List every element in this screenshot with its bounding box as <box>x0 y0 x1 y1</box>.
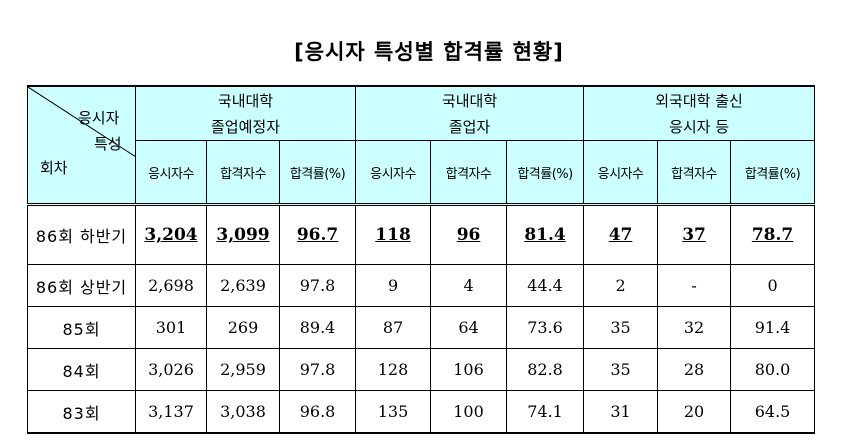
table-cell: 269 <box>206 306 280 349</box>
group-line2: 응시자 등 <box>669 117 730 136</box>
table-cell: 96.8 <box>278 390 357 434</box>
table-cell: 31 <box>583 390 659 434</box>
corner-label-trait: 특성 <box>94 135 122 153</box>
table-cell: 100 <box>430 390 508 434</box>
table-cell: 3,026 <box>135 348 207 391</box>
table-row: 86회 상반기 2,698 2,639 97.8 9 4 44.4 2 - 0 <box>27 264 816 307</box>
corner-header-cell: 응시자 특성 회차 <box>27 85 136 205</box>
table-cell: 9 <box>355 264 432 307</box>
pass-rate-table: 응시자 특성 회차 국내대학 졸업예정자 국내대학 졸업자 외국대학 출신 응시… <box>27 85 816 434</box>
table-cell: 78.7 <box>730 203 816 265</box>
corner-label-round: 회차 <box>40 159 68 177</box>
table-cell: 80.0 <box>730 348 816 391</box>
group-header-domestic-graduate: 국내대학 졸업자 <box>355 85 585 141</box>
table-cell: 35 <box>583 306 659 349</box>
table-cell: 64.5 <box>730 390 816 434</box>
table-cell: 74.1 <box>506 390 585 434</box>
table-cell: 20 <box>657 390 732 434</box>
table-cell: 47 <box>583 203 659 265</box>
table-cell: - <box>657 264 732 307</box>
subheader-passed: 합격자수 <box>430 140 508 205</box>
table-cell: 301 <box>135 306 207 349</box>
round-cell: 86회 하반기 <box>27 203 136 265</box>
round-cell: 83회 <box>27 390 136 434</box>
table-cell: 106 <box>430 348 508 391</box>
table-cell: 89.4 <box>278 306 357 349</box>
table-row: 85회 301 269 89.4 87 64 73.6 35 32 91.4 <box>27 306 816 349</box>
subheader-passed: 합격자수 <box>657 140 732 205</box>
table-cell: 2 <box>583 264 659 307</box>
corner-label-applicant: 응시자 <box>78 109 120 127</box>
table-cell: 118 <box>355 203 432 265</box>
table-cell: 3,099 <box>206 203 280 265</box>
group-line2: 졸업자 <box>448 117 491 136</box>
group-header-domestic-expected: 국내대학 졸업예정자 <box>134 85 357 141</box>
group-line1: 국내대학 <box>441 91 498 110</box>
subheader-applicants: 응시자수 <box>135 140 207 205</box>
table-cell: 44.4 <box>506 264 585 307</box>
table-cell: 73.6 <box>506 306 585 349</box>
subheader-rate: 합격률(%) <box>730 140 816 205</box>
table-cell: 3,038 <box>206 390 280 434</box>
subheader-rate: 합격률(%) <box>506 140 585 205</box>
table-cell: 96.7 <box>278 203 357 265</box>
subheader-rate: 합격률(%) <box>278 140 357 205</box>
group-line2: 졸업예정자 <box>211 117 281 136</box>
table-cell: 32 <box>657 306 732 349</box>
round-cell: 84회 <box>27 348 136 391</box>
table-cell: 64 <box>430 306 508 349</box>
round-cell: 86회 상반기 <box>27 264 136 307</box>
table-cell: 97.8 <box>278 348 357 391</box>
table-cell: 91.4 <box>730 306 816 349</box>
diagonal-divider <box>28 87 136 158</box>
table-cell: 2,639 <box>206 264 280 307</box>
table-cell: 4 <box>430 264 508 307</box>
table-cell: 2,698 <box>135 264 207 307</box>
subheader-applicants: 응시자수 <box>355 140 432 205</box>
group-header-foreign: 외국대학 출신 응시자 등 <box>583 85 816 141</box>
table-row: 84회 3,026 2,959 97.8 128 106 82.8 35 28 … <box>27 348 816 391</box>
table-cell: 2,959 <box>206 348 280 391</box>
group-line1: 외국대학 출신 <box>655 91 743 110</box>
table-cell: 3,204 <box>135 203 207 265</box>
subheader-passed: 합격자수 <box>206 140 280 205</box>
table-cell: 87 <box>355 306 432 349</box>
table-cell: 82.8 <box>506 348 585 391</box>
group-line1: 국내대학 <box>217 91 274 110</box>
subheader-applicants: 응시자수 <box>583 140 659 205</box>
table-cell: 96 <box>430 203 508 265</box>
table-cell: 81.4 <box>506 203 585 265</box>
table-cell: 28 <box>657 348 732 391</box>
table-cell: 135 <box>355 390 432 434</box>
table-cell: 128 <box>355 348 432 391</box>
table-cell: 97.8 <box>278 264 357 307</box>
table-row: 83회 3,137 3,038 96.8 135 100 74.1 31 20 … <box>27 390 816 434</box>
table-cell: 37 <box>657 203 732 265</box>
table-row: 86회 하반기 3,204 3,099 96.7 118 96 81.4 47 … <box>27 203 816 265</box>
round-cell: 85회 <box>27 306 136 349</box>
page-title: [응시자 특성별 합격률 현황] <box>294 40 564 64</box>
table-cell: 0 <box>730 264 816 307</box>
table-cell: 3,137 <box>135 390 207 434</box>
table-cell: 35 <box>583 348 659 391</box>
